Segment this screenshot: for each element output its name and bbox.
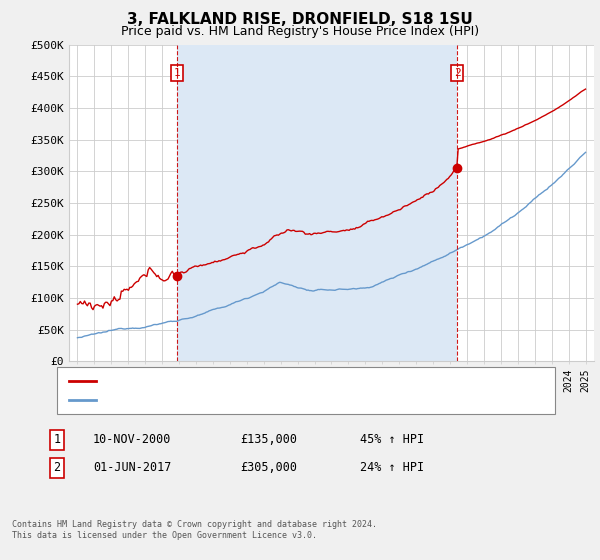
Text: £305,000: £305,000 (240, 461, 297, 474)
Text: Price paid vs. HM Land Registry's House Price Index (HPI): Price paid vs. HM Land Registry's House … (121, 25, 479, 38)
Text: 01-JUN-2017: 01-JUN-2017 (93, 461, 172, 474)
Text: Contains HM Land Registry data © Crown copyright and database right 2024.: Contains HM Land Registry data © Crown c… (12, 520, 377, 529)
Text: 24% ↑ HPI: 24% ↑ HPI (360, 461, 424, 474)
Text: This data is licensed under the Open Government Licence v3.0.: This data is licensed under the Open Gov… (12, 531, 317, 540)
Text: 3, FALKLAND RISE, DRONFIELD, S18 1SU: 3, FALKLAND RISE, DRONFIELD, S18 1SU (127, 12, 473, 27)
Bar (177, 45, 457, 361)
Text: HPI: Average price, detached house, North East Derbyshire: HPI: Average price, detached house, Nort… (102, 395, 458, 405)
Text: 1: 1 (173, 68, 180, 78)
Text: 2: 2 (53, 461, 61, 474)
Text: 3, FALKLAND RISE, DRONFIELD, S18 1SU (detached house): 3, FALKLAND RISE, DRONFIELD, S18 1SU (de… (102, 376, 433, 386)
Text: 1: 1 (53, 433, 61, 446)
Text: 2: 2 (454, 68, 461, 78)
Text: 45% ↑ HPI: 45% ↑ HPI (360, 433, 424, 446)
Text: 10-NOV-2000: 10-NOV-2000 (93, 433, 172, 446)
Text: £135,000: £135,000 (240, 433, 297, 446)
